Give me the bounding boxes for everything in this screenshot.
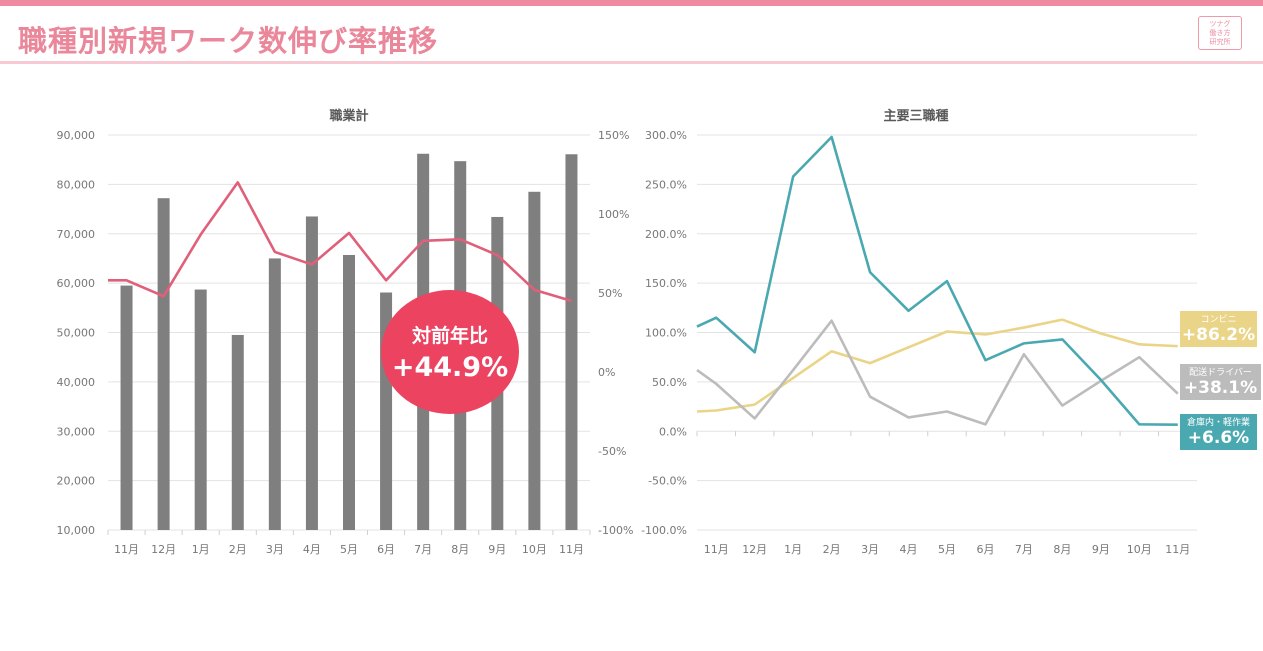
yoy-badge-value: +44.9% <box>391 352 509 383</box>
x-tick-label: 2月 <box>823 543 841 556</box>
y2-tick-label: 50% <box>598 287 622 300</box>
y-tick-label: 90,000 <box>57 129 96 142</box>
x-tick-label: 9月 <box>1092 543 1110 556</box>
callout-value: +6.6% <box>1187 427 1250 448</box>
x-tick-label: 5月 <box>340 543 358 556</box>
y-tick-label: 300.0% <box>645 129 687 142</box>
x-tick-label: 4月 <box>303 543 321 556</box>
x-tick-label: 11月 <box>704 543 729 556</box>
bar <box>157 198 170 530</box>
bar <box>565 154 578 530</box>
x-tick-label: 9月 <box>488 543 506 556</box>
y-tick-label: 250.0% <box>645 178 687 191</box>
series-line <box>696 318 1178 413</box>
callout-value: +38.1% <box>1183 377 1258 398</box>
y-tick-label: 200.0% <box>645 228 687 241</box>
x-tick-label: 10月 <box>1127 543 1152 556</box>
series-line <box>696 135 1178 427</box>
top-accent-bar <box>0 0 1263 6</box>
y-tick-label: 10,000 <box>57 524 96 537</box>
callout-name: コンビニ <box>1200 314 1237 325</box>
x-tick-label: 3月 <box>266 543 284 556</box>
yoy-line <box>108 181 572 303</box>
bar <box>305 216 318 530</box>
y-tick-label: 70,000 <box>57 228 96 241</box>
callout-name: 倉庫内・軽作業 <box>1186 417 1250 428</box>
y-tick-label: 80,000 <box>57 178 96 191</box>
x-tick-label: 8月 <box>1053 543 1071 556</box>
x-tick-label: 1月 <box>192 543 210 556</box>
callout-warehouse: 倉庫内・軽作業 +6.6% <box>1180 414 1257 450</box>
y2-tick-label: 100% <box>598 208 629 221</box>
logo-line: ツナグ <box>1209 19 1231 28</box>
y2-tick-label: 150% <box>598 129 629 142</box>
logo-line: 研究所 <box>1209 37 1231 46</box>
x-tick-label: 7月 <box>414 543 432 556</box>
y-tick-label: 0.0% <box>659 425 687 438</box>
x-tick-label: 7月 <box>1015 543 1033 556</box>
y2-tick-label: -100% <box>598 524 633 537</box>
y-tick-label: 30,000 <box>57 425 96 438</box>
title-divider <box>0 61 1263 64</box>
x-tick-label: 12月 <box>742 543 767 556</box>
y-tick-label: 50.0% <box>652 376 687 389</box>
y2-tick-label: -50% <box>598 445 626 458</box>
y-tick-label: 50,000 <box>57 327 96 340</box>
y-tick-label: 150.0% <box>645 277 687 290</box>
x-tick-label: 11月 <box>1165 543 1190 556</box>
y-tick-label: 40,000 <box>57 376 96 389</box>
x-tick-label: 8月 <box>451 543 469 556</box>
callout-value: +86.2% <box>1181 324 1256 345</box>
callout-delivery-driver: 配送ドライバー +38.1% <box>1180 364 1261 400</box>
y-tick-label: 100.0% <box>645 327 687 340</box>
x-tick-label: 2月 <box>229 543 247 556</box>
x-tick-label: 3月 <box>861 543 879 556</box>
bar <box>343 254 355 530</box>
yoy-badge: 対前年比 +44.9% <box>381 290 519 414</box>
x-tick-label: 12月 <box>151 543 176 556</box>
y-tick-label: 60,000 <box>57 277 96 290</box>
x-tick-label: 10月 <box>522 543 547 556</box>
y-tick-label: -100.0% <box>641 524 687 537</box>
bar <box>528 191 541 530</box>
bar <box>268 258 281 530</box>
page-title: 職種別新規ワーク数伸び率推移 <box>18 24 439 58</box>
chart-title: 職業計 <box>329 108 368 124</box>
callout-convenience: コンビニ +86.2% <box>1180 311 1257 347</box>
x-tick-label: 1月 <box>784 543 802 556</box>
bar <box>231 334 244 530</box>
x-tick-label: 11月 <box>114 543 139 556</box>
callout-name: 配送ドライバー <box>1189 367 1252 378</box>
logo-line: 働き方 <box>1209 28 1231 37</box>
chart-title: 主要三職種 <box>883 108 948 124</box>
yoy-badge-label: 対前年比 <box>411 325 488 347</box>
x-tick-label: 6月 <box>976 543 994 556</box>
y2-tick-label: 0% <box>598 366 615 379</box>
y-tick-label: -50.0% <box>648 475 687 488</box>
x-tick-label: 6月 <box>377 543 395 556</box>
bar <box>194 289 207 530</box>
series-line <box>696 319 1179 426</box>
x-tick-label: 5月 <box>938 543 956 556</box>
bar <box>120 285 133 530</box>
y-tick-label: 20,000 <box>57 475 96 488</box>
logo: ツナグ 働き方 研究所 <box>1198 16 1242 50</box>
x-tick-label: 4月 <box>900 543 918 556</box>
x-tick-label: 11月 <box>559 543 584 556</box>
